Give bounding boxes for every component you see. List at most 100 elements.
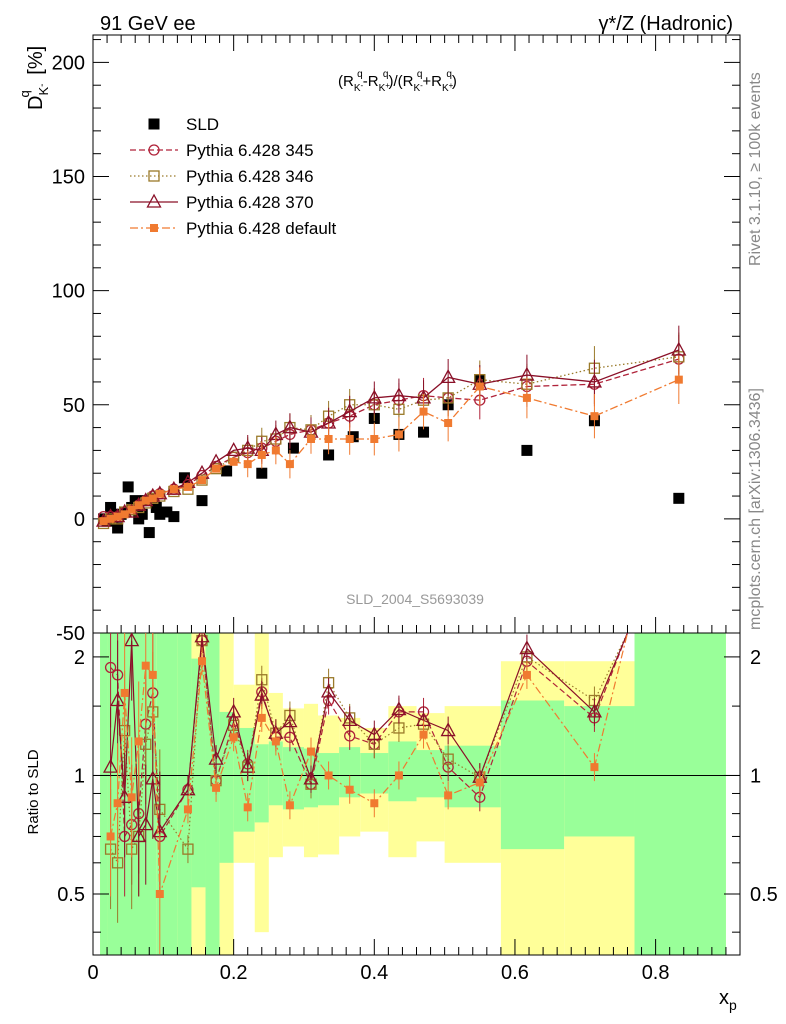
band-green-20 [634,633,726,955]
band-green-16 [416,750,445,798]
ratio-point-p370 [282,713,298,728]
ratio-ytick-label: 1 [74,765,85,787]
ratio-point-pdef [106,832,115,841]
ratio-point-pdef [257,713,266,722]
ratio-line-p346 [110,640,595,866]
ratio-point-pdef [271,737,280,746]
legend-marker-p345 [148,144,160,156]
header-right: γ*/Z (Hadronic) [599,13,733,35]
point-pdef [127,505,136,514]
mcplots-label: mcplots.cern.ch [arXiv:1306.3436] [747,388,764,630]
point-pdef [198,476,207,485]
ratio-ytick-label: 0.5 [57,884,85,906]
point-sld [154,508,166,520]
band-green-15 [388,741,417,802]
point-sld [122,481,134,493]
point-sld [161,506,173,518]
legend-label-p346: Pythia 6.428 346 [186,167,314,186]
point-pdef [419,407,428,416]
ratio-ytick-label-right: 2 [750,647,761,669]
ratio-point-pdef [444,791,453,800]
ratio-point-pdef [324,771,333,780]
header-left: 91 GeV ee [100,13,196,35]
band-green-19 [564,706,635,837]
point-p370 [440,369,456,384]
point-sld [129,495,141,507]
point-pdef [271,446,280,455]
ratio-point-pdef [522,670,531,679]
ratio-point-pdef [148,670,157,679]
ratio-point-p370 [254,686,270,701]
point-p370 [671,341,687,356]
ratio-point-p370 [194,633,210,643]
point-sld [168,511,180,523]
ratio-line-tail-p370 [593,633,629,713]
point-pdef [243,460,252,469]
point-p346 [196,474,208,486]
ratio-point-p346 [442,753,454,765]
ratio-point-pdef [475,778,484,787]
xtick-label: 0 [87,962,98,984]
point-pdef [113,512,122,521]
point-pdef [134,501,143,510]
band-green-10 [282,747,304,810]
ratio-point-pdef [243,803,252,812]
ratio-ytick-label-right: 0.5 [750,884,778,906]
ratio-point-pdef [198,657,207,666]
ylabel-main: DK-q [%] [17,46,51,110]
main-ytick-label: 200 [52,52,85,74]
ratio-point-p346 [182,843,194,855]
legend-marker-pdef [150,224,158,232]
band-green-0 [100,633,108,955]
point-pdef [285,460,294,469]
svg-text:xp: xp [719,987,737,1013]
ratio-point-pdef [127,793,136,802]
point-pdef [99,517,108,526]
ratio-point-p370 [240,758,256,773]
main-ytick-label: -50 [56,623,85,645]
point-p370 [366,389,382,404]
ratio-line-tail-pdef [593,633,629,768]
legend-label-sld: SLD [186,115,219,134]
band-green-6 [219,711,234,863]
band-green-18 [500,700,565,850]
point-pdef [324,434,333,443]
point-sld [521,444,533,456]
ratio-point-pdef [113,799,122,808]
ratio-point-p370 [303,770,319,785]
ratio-point-p370 [102,758,119,773]
ratio-series-group [102,633,629,954]
point-pdef [345,434,354,443]
point-p370 [391,387,407,402]
ratio-point-pdef [419,730,428,739]
svg-text:(RK-q-RK+q)/(RK-q+RK+q): (RK-q-RK+q)/(RK-q+RK+q) [338,69,457,94]
ratio-line-tail-p346 [593,633,629,701]
ratio-point-pdef [307,747,316,756]
main-plot [95,325,687,539]
ratio-point-p370 [342,712,358,727]
point-sld [673,492,685,504]
point-p370 [586,373,603,388]
ratio-plot [102,633,629,954]
ratio-point-pdef [590,763,599,772]
ratio-point-pdef [134,737,143,746]
main-ytick-label: 50 [63,395,85,417]
point-pdef [212,464,221,473]
point-sld [196,495,208,507]
point-pdef [394,430,403,439]
ratio-point-p370 [586,703,603,718]
ratio-point-p370 [519,640,535,655]
xtick-label: 0.6 [501,962,529,984]
point-pdef [155,489,164,498]
svg-text:DK-q [%]: DK-q [%] [17,46,51,110]
band-green-8 [254,744,269,823]
ratio-line-p370 [109,636,595,839]
ratio-point-pdef [285,801,294,810]
ratio-point-pdef [394,771,403,780]
point-pdef [590,412,599,421]
point-sld [150,501,162,513]
ratio-point-p370 [366,726,382,741]
ratio-point-pdef [370,799,379,808]
point-sld [112,522,124,534]
